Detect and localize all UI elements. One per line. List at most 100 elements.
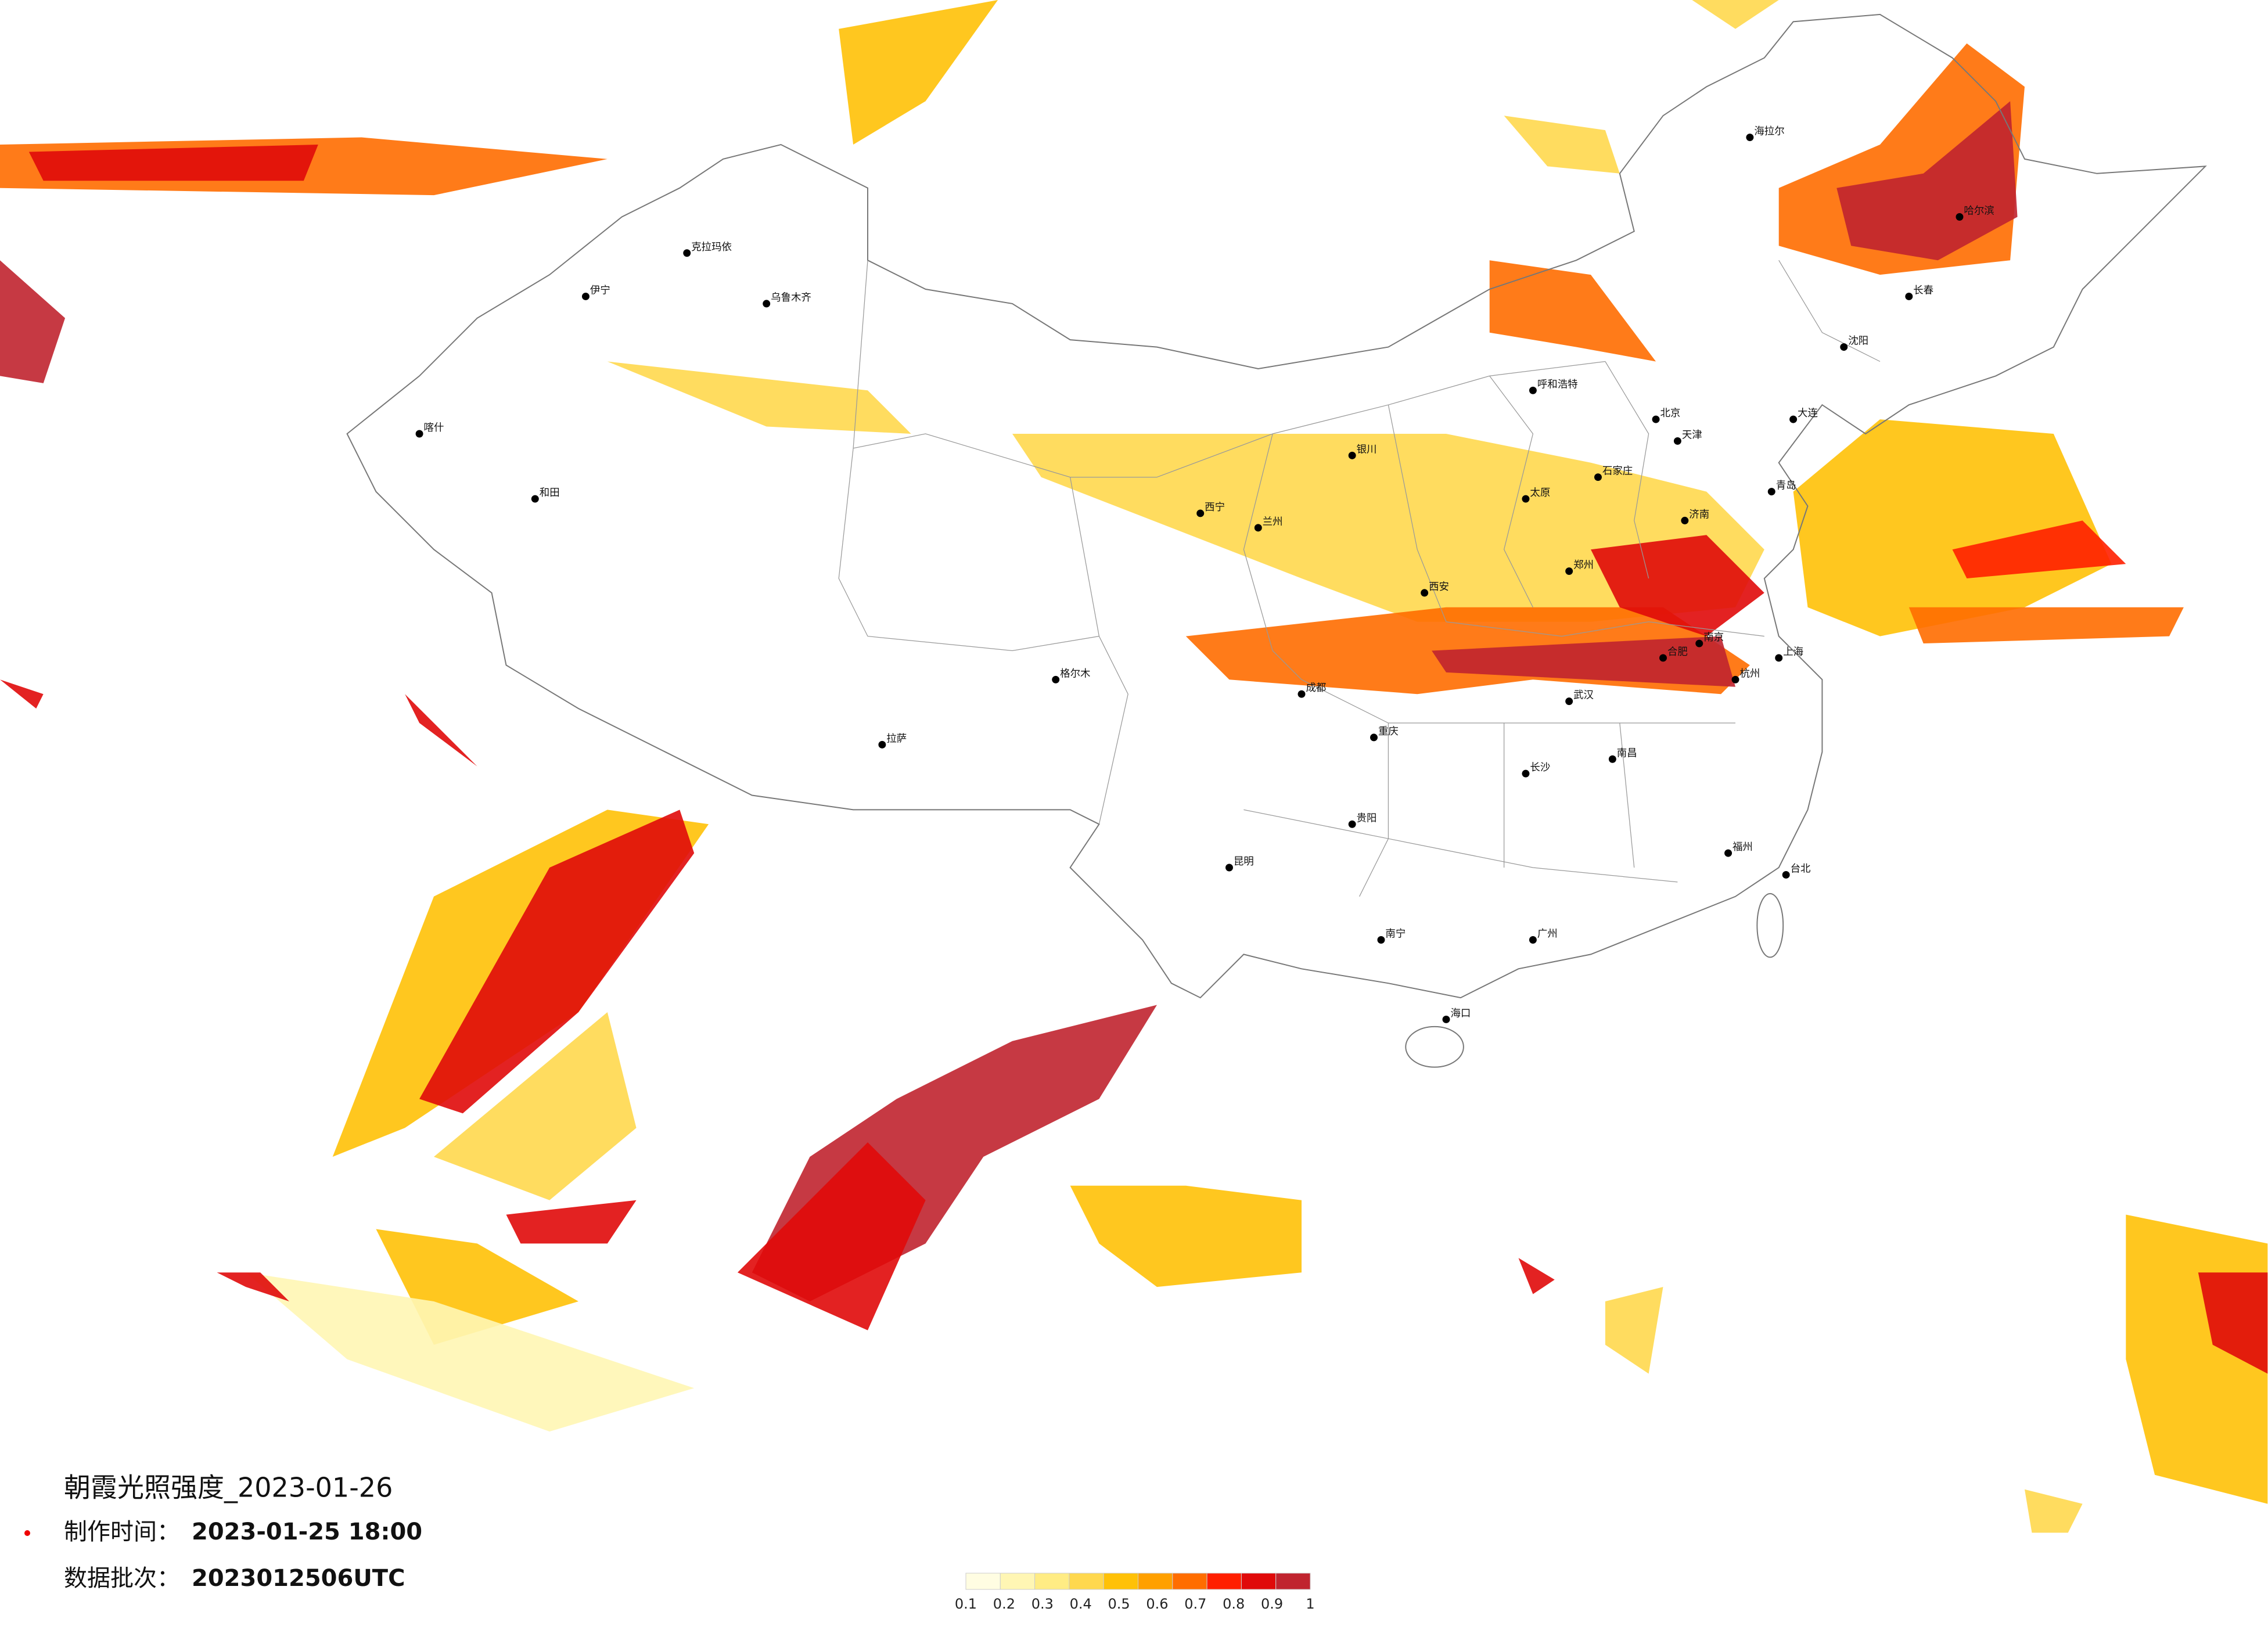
city-label: 呼和浩特 [1537,379,1578,390]
heat-area [2198,1272,2268,1374]
city-dot [1731,675,1739,684]
heat-area [1605,1287,1663,1374]
city-label: 北京 [1660,408,1681,419]
heat-area [1591,535,1764,636]
city-label: 天津 [1682,429,1702,441]
city-dot [581,292,590,300]
colorbar-cell [965,1573,1001,1590]
heat-area [607,361,911,434]
city-dot [1775,654,1783,662]
heat-area [28,145,318,181]
heat-area [1836,101,2018,261]
city-label: 南京 [1703,632,1724,643]
city-dot [1225,864,1233,872]
colorbar-label: 0.4 [1070,1596,1092,1612]
province-borders [838,260,1881,897]
city-dot [1724,849,1733,857]
heat-area [217,1272,289,1301]
city-dot [415,430,423,438]
city-label: 银川 [1357,444,1377,455]
city-dot [1652,415,1660,423]
colorbar-cell [1000,1573,1036,1590]
city-dot [1377,936,1385,944]
heat-area [0,260,66,383]
heat-area [506,1200,637,1244]
batch-value: 2023012506UTC [192,1565,405,1592]
made-label: 制作时间： [64,1519,180,1545]
colorbar-label: 0.1 [955,1596,977,1612]
city-dot [878,740,886,749]
city-label: 克拉玛依 [691,242,732,253]
city-label: 伊宁 [590,285,610,296]
city-label: 长沙 [1530,762,1550,774]
city-label: 石家庄 [1602,466,1633,477]
colorbar-label: 0.5 [1108,1596,1130,1612]
city-label: 兰州 [1263,516,1283,528]
heat-area [2025,1489,2083,1533]
city-label: 福州 [1733,841,1753,853]
city-dot [1348,451,1356,459]
colorbar-cell [1069,1573,1104,1590]
heat-area [1504,116,1620,174]
city-label: 乌鲁木齐 [771,292,811,304]
city-dot [1052,675,1060,684]
heat-area [839,0,998,145]
colorbar-cell [1172,1573,1207,1590]
city-dot [1297,690,1306,698]
city-dot [1659,654,1667,662]
city-dot [1565,567,1573,575]
city-label: 哈尔滨 [1964,206,1994,217]
colorbar-cell [1275,1573,1311,1590]
city-label: 喀什 [424,422,444,434]
city-label: 成都 [1306,682,1326,694]
city-dot [1522,495,1530,503]
map-title: 朝霞光照强度_2023-01-26 [64,1472,393,1503]
colorbar-cell [1034,1573,1070,1590]
heat-area [1793,419,2112,636]
city-label: 西宁 [1205,502,1225,513]
heat-area [1489,260,1656,362]
city-label: 格尔木 [1060,668,1090,679]
city-dot [1565,697,1573,706]
city-dot [1956,213,1964,221]
city-label: 广州 [1537,929,1558,940]
city-dot [1442,1015,1450,1023]
colorbar-label: 0.6 [1146,1596,1168,1612]
city-dot [1196,509,1205,517]
city-dot [1254,524,1262,532]
city-dot [1529,936,1537,944]
city-dot [1348,820,1356,828]
colorbar-label: 0.3 [1031,1596,1054,1612]
city-label: 郑州 [1573,560,1594,571]
city-label: 上海 [1783,646,1803,658]
heat-area [1012,434,1764,622]
city-label: 南宁 [1385,929,1406,940]
city-dot [1421,589,1429,597]
city-dot [763,300,771,308]
city-dot [1905,292,1913,300]
city-dot [1522,769,1530,778]
heat-layer [0,0,2268,1533]
colorbar-cell [1103,1573,1138,1590]
city-label: 南昌 [1617,747,1637,759]
city-dot [1608,755,1616,763]
city-label: 西安 [1429,581,1449,593]
city-dot [1840,343,1848,351]
taiwan [1756,893,1784,958]
city-label: 台北 [1791,863,1811,875]
colorbar-cell [1241,1573,1277,1590]
city-label: 海口 [1450,1008,1471,1019]
city-dot [1695,639,1703,647]
city-label: 武汉 [1573,690,1594,702]
heat-area [405,694,477,767]
city-dot [1681,516,1689,524]
colorbar: 0.1 0.2 0.3 0.4 0.5 0.6 0.7 0.8 0.9 1 [955,1573,1315,1612]
city-label: 合肥 [1667,646,1688,658]
colorbar-label: 0.8 [1223,1596,1245,1612]
colorbar-label: 0.7 [1184,1596,1206,1612]
city-label: 海拉尔 [1754,126,1784,138]
heat-area [419,810,695,1114]
